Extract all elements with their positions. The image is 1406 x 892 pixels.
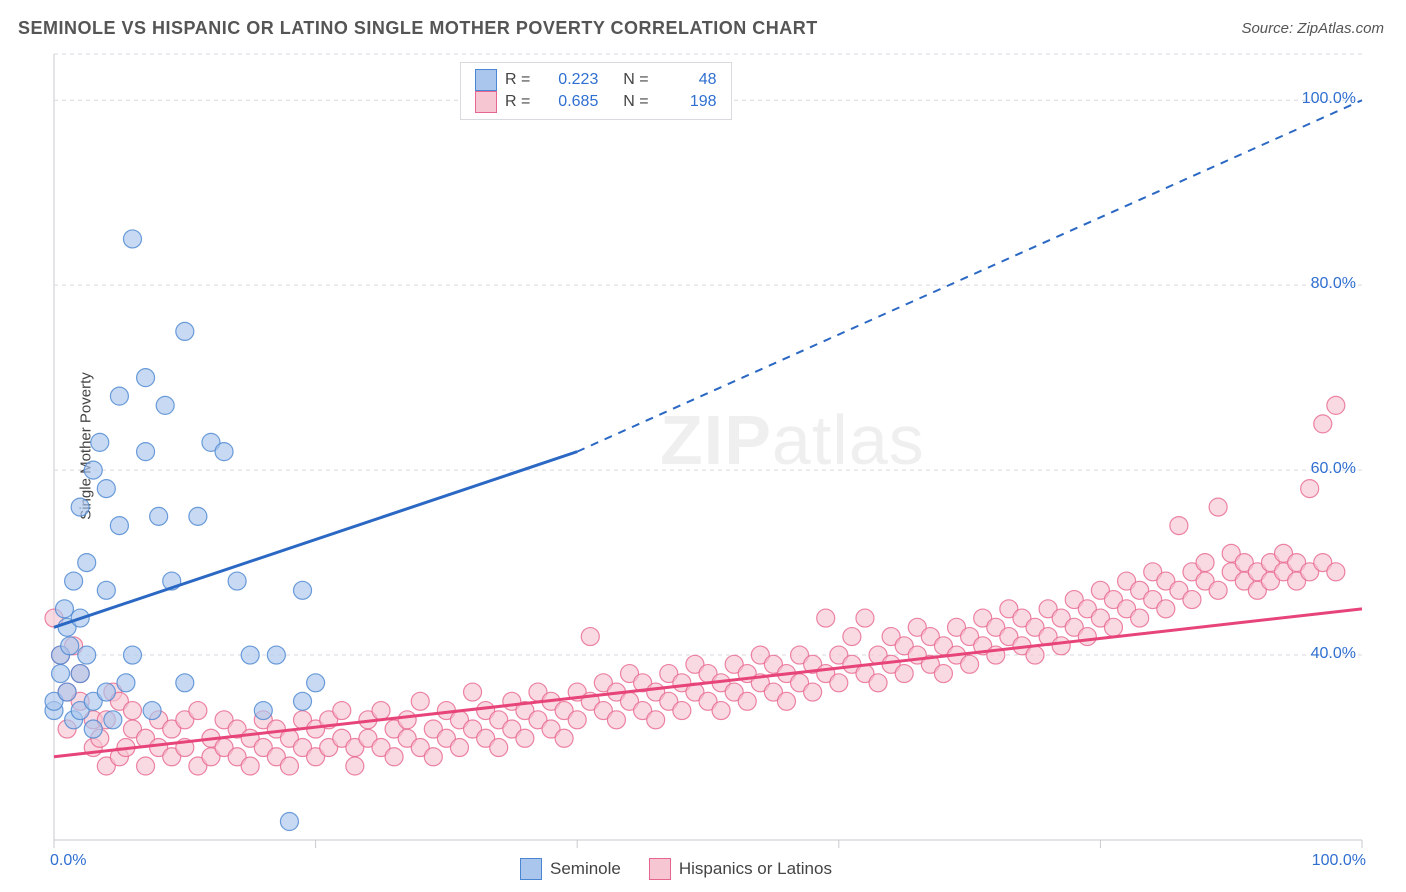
r-label: R = xyxy=(505,69,530,91)
r-label: R = xyxy=(505,91,530,113)
y-tick-label: 60.0% xyxy=(1286,460,1356,478)
legend-swatch xyxy=(649,858,671,880)
correlation-legend: R = 0.223 N = 48 R = 0.685 N = 198 xyxy=(460,62,732,120)
legend-swatch xyxy=(475,91,497,113)
x-tick-left: 0.0% xyxy=(50,852,86,870)
legend-swatch xyxy=(475,69,497,91)
r-value: 0.223 xyxy=(538,69,598,91)
legend-row: R = 0.223 N = 48 xyxy=(475,69,717,91)
y-tick-label: 80.0% xyxy=(1286,275,1356,293)
legend-label: Seminole xyxy=(550,859,621,879)
r-value: 0.685 xyxy=(538,91,598,113)
legend-item: Seminole xyxy=(520,858,621,880)
legend-item: Hispanics or Latinos xyxy=(649,858,832,880)
n-value: 48 xyxy=(657,69,717,91)
legend-label: Hispanics or Latinos xyxy=(679,859,832,879)
series-legend: Seminole Hispanics or Latinos xyxy=(520,858,832,880)
x-tick-right: 100.0% xyxy=(1312,852,1366,870)
n-value: 198 xyxy=(657,91,717,113)
y-tick-label: 100.0% xyxy=(1286,90,1356,108)
legend-row: R = 0.685 N = 198 xyxy=(475,91,717,113)
y-tick-label: 40.0% xyxy=(1286,645,1356,663)
n-label: N = xyxy=(623,91,648,113)
n-label: N = xyxy=(623,69,648,91)
chart-container: { "title": "SEMINOLE VS HISPANIC OR LATI… xyxy=(0,0,1406,892)
scatter-plot xyxy=(0,0,1406,892)
legend-swatch xyxy=(520,858,542,880)
